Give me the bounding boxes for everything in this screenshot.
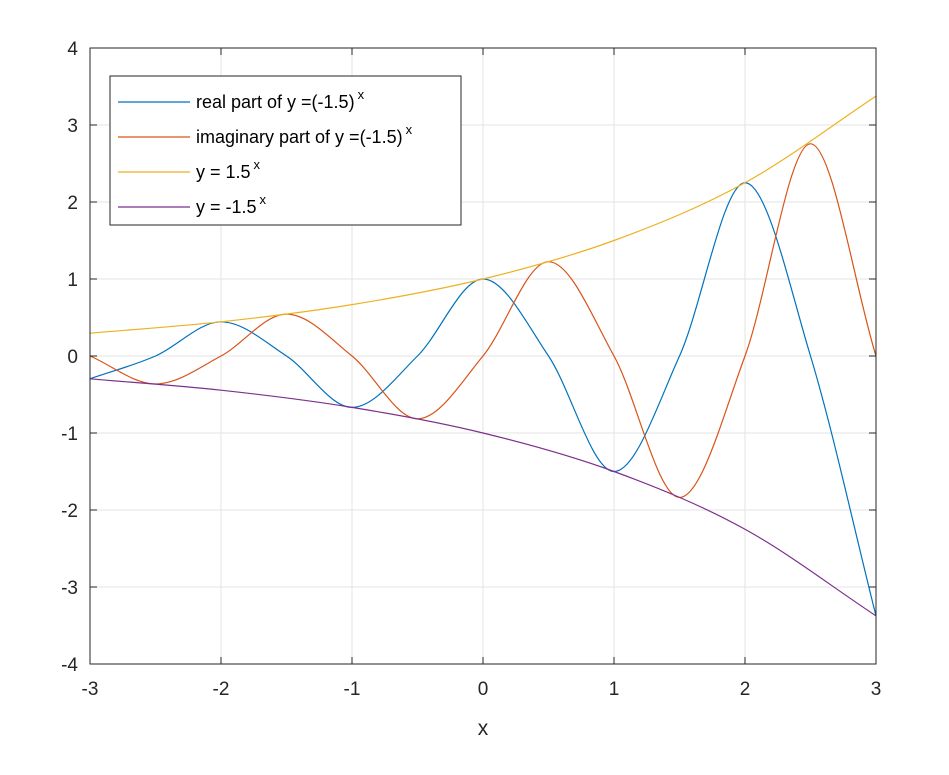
x-tick-label: 1 — [609, 679, 620, 700]
legend-entry-text: y = 1.5 — [196, 162, 251, 182]
legend-entry-superscript: x — [260, 192, 267, 207]
series-line-4-y-1-5 — [89, 378, 877, 617]
legend-entry-label: y = 1.5 x — [196, 157, 261, 182]
legend-entry-label: real part of y =(-1.5) x — [196, 87, 365, 112]
ticks — [89, 47, 877, 665]
y-tick-label: 1 — [67, 270, 78, 291]
x-tick-label: -2 — [213, 679, 230, 700]
legend-entry-text: y = -1.5 — [196, 197, 257, 217]
y-tick-label: -1 — [61, 424, 78, 445]
y-tick-label: 0 — [67, 347, 78, 368]
y-tick-label: 3 — [67, 116, 78, 137]
legend-entry-label: y = -1.5 x — [196, 192, 267, 217]
legend-entry-superscript: x — [254, 157, 261, 172]
x-tick-label: -1 — [344, 679, 361, 700]
series-group — [89, 95, 877, 617]
x-tick-label: 0 — [478, 679, 489, 700]
legend-entry-text: imaginary part of y =(-1.5) — [196, 127, 403, 147]
x-tick-label: 2 — [740, 679, 751, 700]
legend-box — [109, 75, 462, 226]
legend-entry-superscript: x — [406, 122, 413, 137]
legend-entry-superscript: x — [358, 87, 365, 102]
series-line-3-y-1-5 — [89, 95, 877, 334]
y-tick-label: -3 — [61, 578, 78, 599]
y-tick-label: 4 — [67, 39, 78, 60]
y-tick-label: 2 — [67, 193, 78, 214]
y-tick-label: -2 — [61, 501, 78, 522]
x-axis-label: x — [478, 717, 489, 740]
series-line-1-real-part-of-y-1-5 — [89, 182, 877, 617]
x-tick-label: 3 — [871, 679, 882, 700]
legend-entry-label: imaginary part of y =(-1.5) x — [196, 122, 413, 147]
x-tick-label: -3 — [82, 679, 99, 700]
y-tick-label: -4 — [61, 655, 78, 676]
legend-entry-text: real part of y =(-1.5) — [196, 92, 355, 112]
